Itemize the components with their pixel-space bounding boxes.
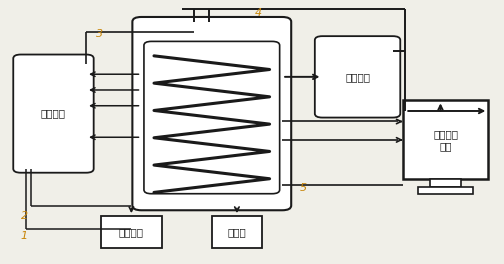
Text: 1: 1 — [21, 231, 28, 241]
Text: 配气系统: 配气系统 — [119, 227, 144, 237]
FancyBboxPatch shape — [315, 36, 400, 117]
FancyBboxPatch shape — [133, 17, 291, 210]
Bar — [101, 216, 161, 248]
Bar — [418, 187, 473, 194]
Text: 数据采集
系统: 数据采集 系统 — [433, 129, 458, 151]
Text: 3: 3 — [96, 29, 103, 39]
Text: 降温系统: 降温系统 — [41, 109, 66, 119]
FancyBboxPatch shape — [13, 55, 94, 173]
Text: 2: 2 — [21, 211, 28, 221]
FancyBboxPatch shape — [144, 41, 280, 194]
Bar — [212, 216, 262, 248]
Bar — [430, 179, 461, 187]
Text: 5: 5 — [300, 183, 307, 194]
Bar — [403, 101, 488, 179]
Text: 点火系统: 点火系统 — [345, 72, 370, 82]
Text: 4: 4 — [255, 7, 262, 17]
Text: 真空泵: 真空泵 — [227, 227, 246, 237]
